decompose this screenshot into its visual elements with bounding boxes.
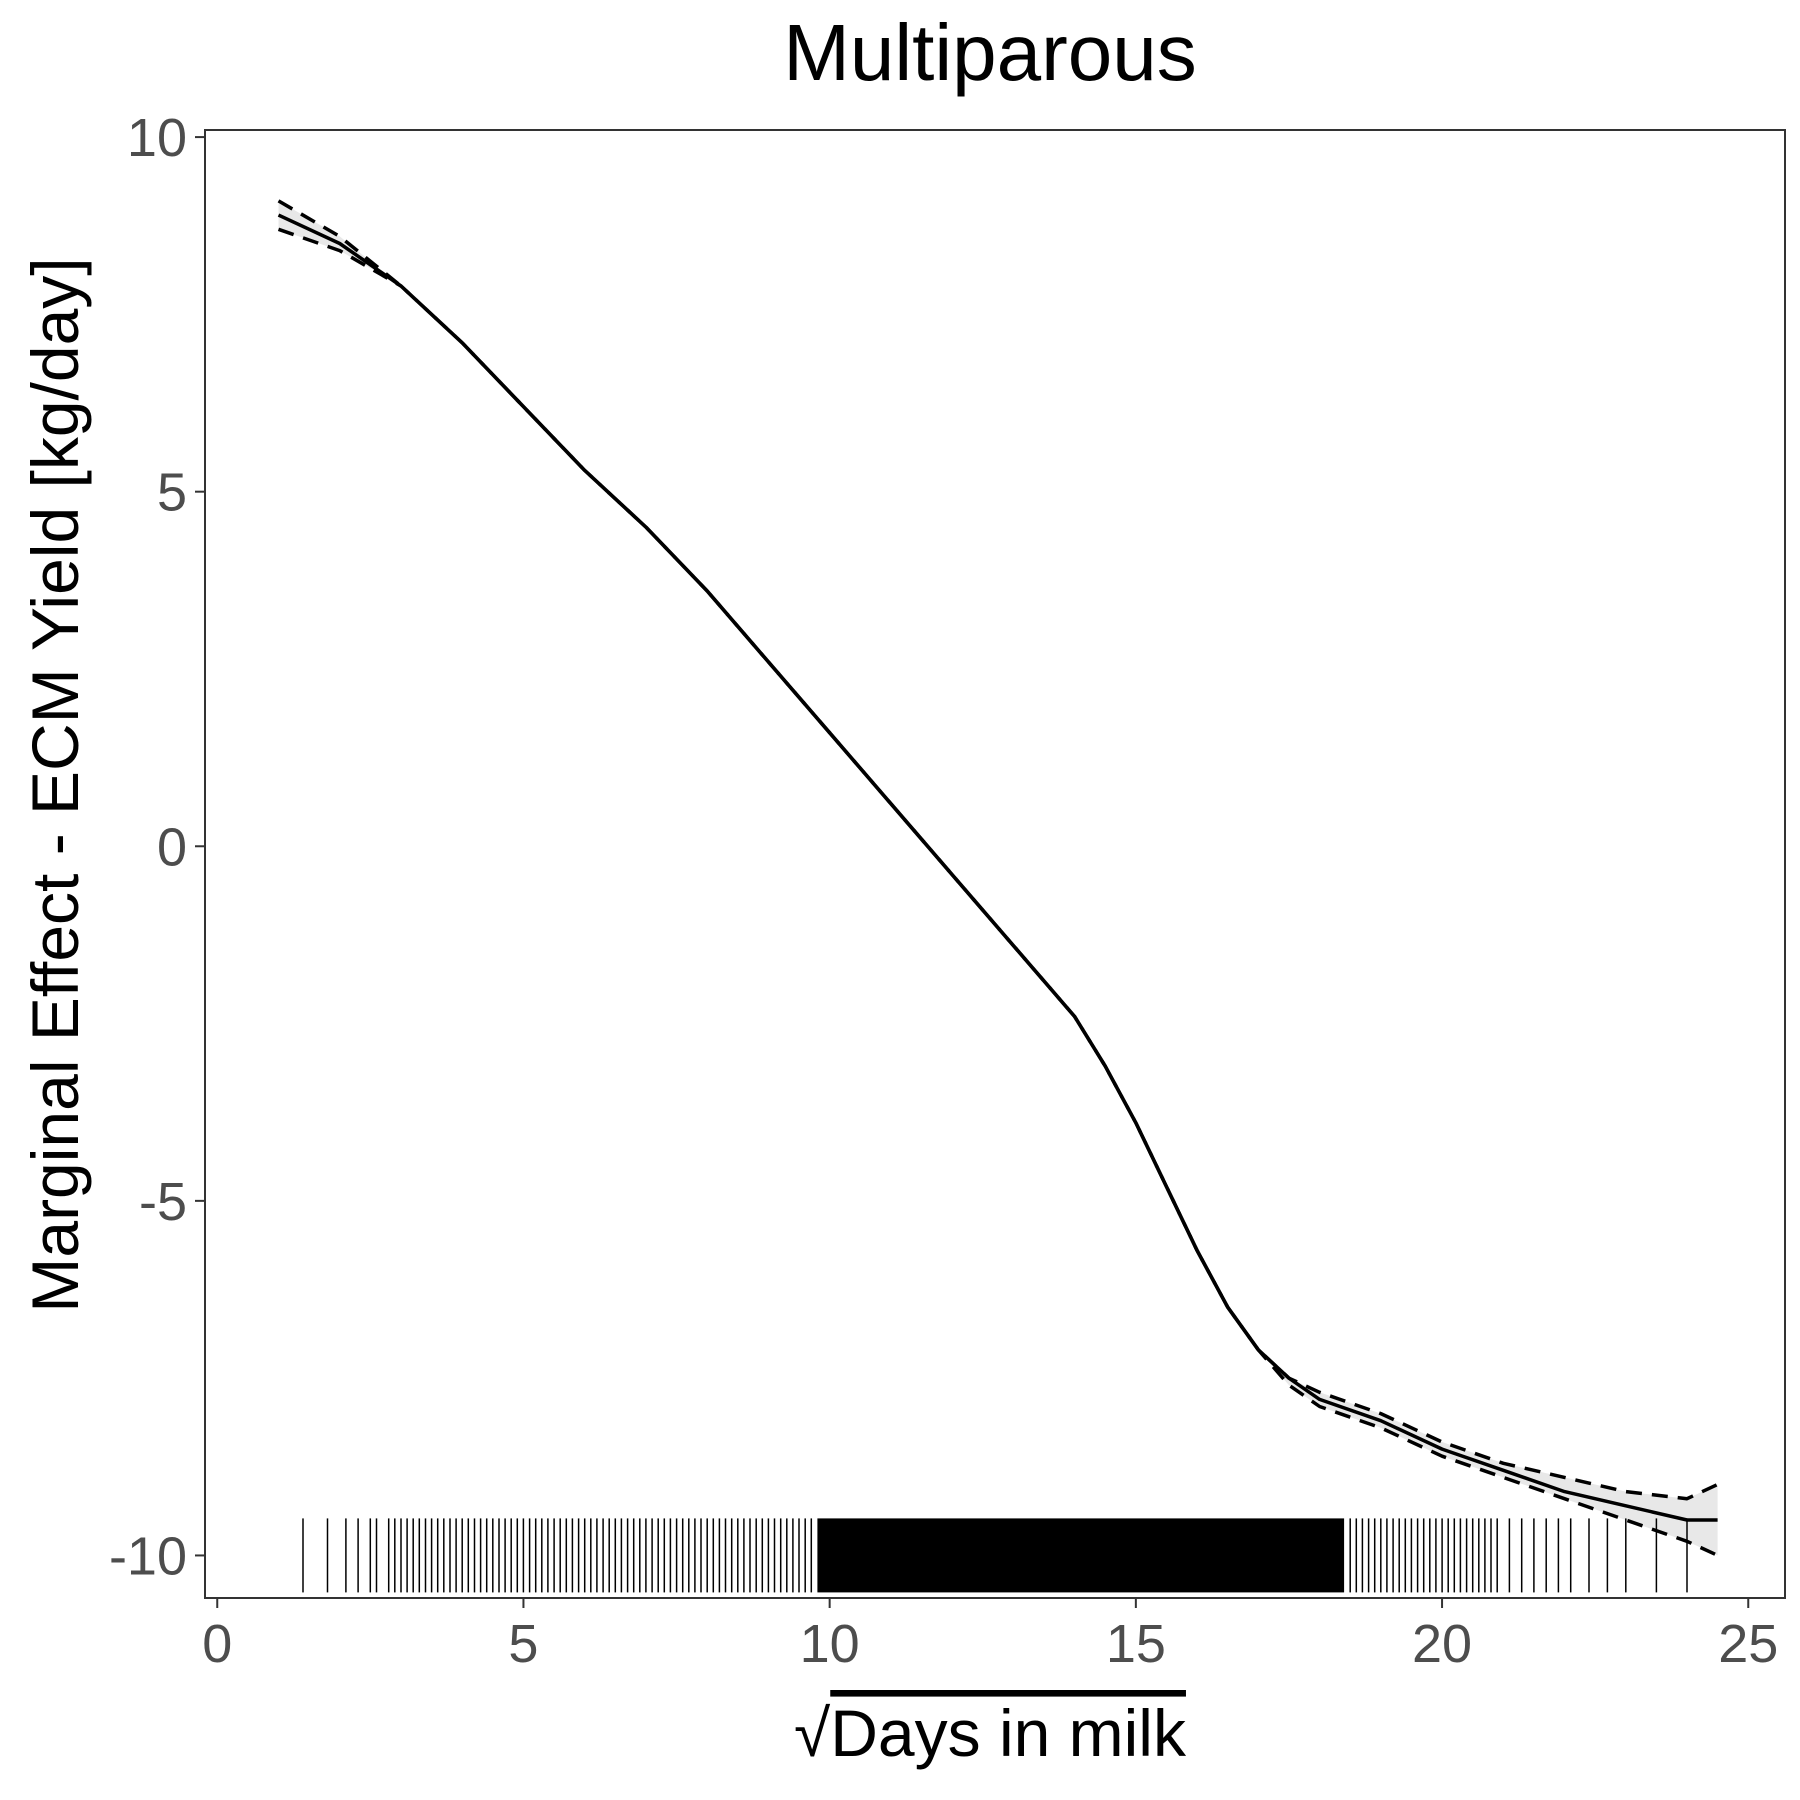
x-tick-label: 15 — [1106, 1614, 1166, 1674]
x-tick-label: 5 — [508, 1614, 538, 1674]
chart-title: Multiparous — [783, 8, 1197, 97]
plot-panel-border — [204, 129, 1786, 1599]
rug-dense-block — [817, 1518, 1345, 1593]
y-tick-label: 10 — [127, 108, 187, 168]
series-line-upper — [277, 199, 1719, 1501]
x-axis-title: √Days in milk — [794, 1696, 1187, 1770]
confidence-band — [278, 200, 1718, 1556]
rug-layer — [302, 1518, 1688, 1593]
y-tick-label: 0 — [157, 817, 187, 877]
x-tick-label: 10 — [800, 1614, 860, 1674]
plot-layer — [277, 199, 1719, 1557]
series-line-lower — [277, 227, 1719, 1557]
x-tick-label: 20 — [1412, 1614, 1472, 1674]
y-axis-title: Marginal Effect - ECM Yield [kg/day] — [18, 257, 92, 1312]
x-axis-title-text: Days in milk — [830, 1696, 1187, 1770]
axis-layer: 0 5 10 15 20 25 -10 -5 0 5 10 — [109, 108, 1778, 1674]
series-line-estimate — [277, 213, 1718, 1522]
y-tick-label: 5 — [157, 463, 187, 523]
sqrt-symbol: √ — [794, 1696, 831, 1770]
y-tick-label: -5 — [139, 1172, 187, 1232]
x-tick-label: 25 — [1718, 1614, 1778, 1674]
y-tick-label: -10 — [109, 1526, 187, 1586]
x-tick-label: 0 — [202, 1614, 232, 1674]
